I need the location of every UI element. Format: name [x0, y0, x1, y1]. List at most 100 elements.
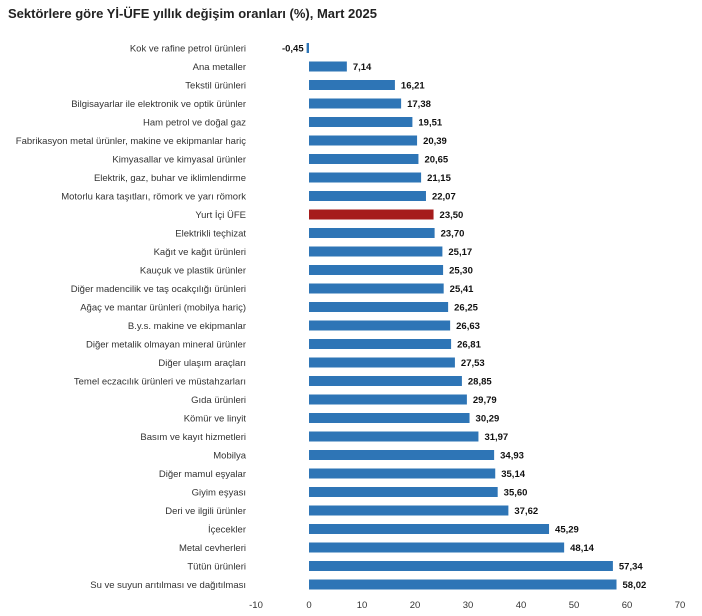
bar	[309, 191, 426, 201]
value-label: 27,53	[461, 358, 485, 369]
value-label: 45,29	[555, 525, 579, 536]
category-label: Kimyasallar ve kimyasal ürünler	[112, 155, 246, 166]
bar	[306, 43, 309, 53]
value-label: 34,93	[500, 451, 524, 462]
value-label: 48,14	[570, 543, 594, 554]
bar	[309, 228, 435, 238]
bar	[309, 505, 509, 516]
x-tick-label: 40	[516, 600, 527, 611]
value-label: 16,21	[401, 81, 425, 92]
x-axis-ticks-group: -10 0 10 20 30 40 50 60 70	[249, 600, 685, 611]
category-label: Elektrikli teçhizat	[175, 229, 246, 240]
category-label: Elektrik, gaz, buhar ve iklimlendirme	[94, 173, 246, 184]
bar	[309, 524, 550, 534]
bar	[309, 61, 347, 72]
category-label: B.y.s. makine ve ekipmanlar	[128, 321, 246, 332]
value-label: 19,51	[418, 118, 442, 129]
bar	[309, 413, 470, 423]
category-label: Gıda ürünleri	[191, 395, 246, 406]
bar	[309, 579, 617, 590]
value-label: 25,17	[448, 247, 472, 258]
x-tick-label: 60	[622, 600, 633, 611]
bar	[309, 302, 449, 312]
bar	[309, 394, 467, 405]
value-label: 28,85	[468, 377, 492, 388]
value-label: 23,50	[440, 210, 464, 221]
value-label: 57,34	[619, 562, 643, 573]
x-tick-label: 30	[463, 600, 474, 611]
category-label: Ağaç ve mantar ürünleri (mobilya hariç)	[80, 303, 246, 314]
x-tick-label: 50	[569, 600, 580, 611]
bars-group	[306, 43, 617, 590]
category-label: Tekstil ürünleri	[185, 81, 246, 92]
value-label: 21,15	[427, 173, 451, 184]
bar-highlight	[309, 209, 434, 220]
value-label: 23,70	[441, 229, 465, 240]
bar	[309, 542, 565, 553]
category-label: Fabrikasyon metal ürünler, makine ve eki…	[16, 136, 246, 147]
bar	[309, 154, 419, 164]
category-label: Ham petrol ve doğal gaz	[143, 118, 246, 129]
bar	[309, 431, 479, 442]
value-label: 37,62	[514, 506, 538, 517]
category-label: Diğer metalik olmayan mineral ürünler	[86, 340, 246, 351]
bar	[309, 283, 444, 294]
category-label: Giyim eşyası	[192, 488, 246, 499]
bar	[309, 487, 498, 497]
category-label: Diğer madencilik ve taş ocakçılığı ürünl…	[71, 284, 246, 295]
value-label: 20,39	[423, 136, 447, 147]
bar	[309, 117, 413, 127]
bar	[309, 265, 444, 275]
bar	[309, 468, 496, 479]
category-label: Kağıt ve kağıt ürünleri	[154, 247, 246, 258]
value-label: 31,97	[484, 432, 508, 443]
bar	[309, 561, 613, 571]
x-tick-label: 0	[306, 600, 311, 611]
x-tick-label: 70	[675, 600, 686, 611]
value-label: 25,30	[449, 266, 473, 277]
value-labels-group: -0,45 7,14 16,21 17,38 19,51 20,39 20,65 21,15 2…	[282, 44, 646, 592]
bar	[309, 320, 451, 331]
bar	[309, 357, 455, 368]
bar	[309, 450, 495, 460]
category-label: Ana metaller	[193, 62, 246, 73]
category-label: Bilgisayarlar ile elektronik ve optik ür…	[71, 99, 246, 110]
category-label: Kauçuk ve plastik ürünler	[140, 266, 246, 277]
bar	[309, 172, 422, 183]
category-label: Metal cevherleri	[179, 543, 246, 554]
value-label: 20,65	[424, 155, 448, 166]
bar	[309, 339, 452, 349]
category-label: Diğer mamul eşyalar	[159, 469, 246, 480]
x-tick-label: 10	[357, 600, 368, 611]
category-labels-group: Kok ve rafine petrol ürünleri Ana metalle…	[16, 44, 247, 592]
value-label: 25,41	[450, 284, 474, 295]
value-label: 7,14	[353, 62, 372, 73]
category-label: Temel eczacılık ürünleri ve müstahzarlar…	[74, 377, 246, 388]
value-label: 58,02	[623, 580, 647, 591]
bar	[309, 135, 418, 146]
chart-title: Sektörlere göre Yİ-ÜFE yıllık değişim or…	[8, 6, 377, 21]
value-label: 26,63	[456, 321, 480, 332]
category-label: Tütün ürünleri	[187, 562, 246, 573]
value-label: 35,60	[504, 488, 528, 499]
category-label: Basım ve kayıt hizmetleri	[140, 432, 246, 443]
category-label: Diğer ulaşım araçları	[158, 358, 246, 369]
x-tick-label: 20	[410, 600, 421, 611]
category-label: Deri ve ilgili ürünler	[165, 506, 246, 517]
bar	[309, 376, 462, 386]
value-label: 35,14	[501, 469, 525, 480]
value-label: 29,79	[473, 395, 497, 406]
value-label: -0,45	[282, 44, 304, 55]
category-label: Yurt İçi ÜFE	[195, 210, 246, 221]
value-label: 30,29	[476, 414, 500, 425]
bar	[309, 246, 443, 257]
category-label: Kömür ve linyit	[184, 414, 247, 425]
category-label: Su ve suyun arıtılması ve dağıtılması	[90, 580, 246, 591]
category-label: Mobilya	[213, 451, 246, 462]
value-label: 22,07	[432, 192, 456, 203]
bar	[309, 98, 402, 109]
category-label: Kok ve rafine petrol ürünleri	[130, 44, 246, 55]
category-label: Motorlu kara taşıtları, römork ve yarı r…	[61, 192, 246, 203]
category-label: İçecekler	[208, 525, 246, 536]
